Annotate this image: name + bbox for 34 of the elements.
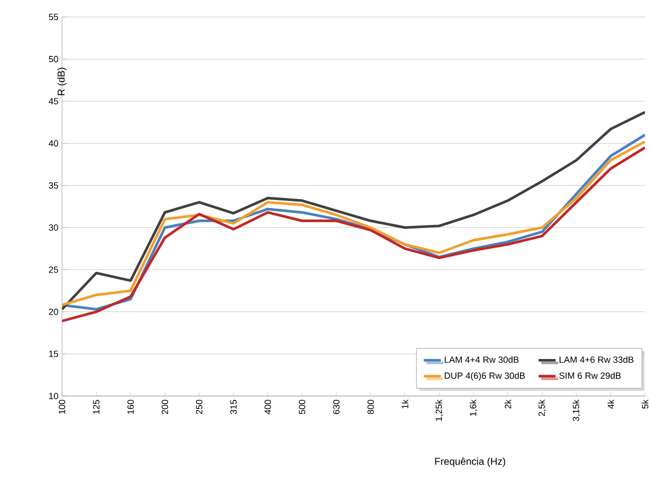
y-tick-label: 25 — [48, 266, 58, 273]
y-tick-label: 20 — [48, 308, 58, 315]
x-tick-label: 4k — [607, 400, 614, 409]
x-tick-label: 1,25k — [435, 400, 444, 421]
x-tick-label: 2,5k — [538, 400, 546, 416]
y-tick-label: 50 — [48, 56, 58, 62]
y-tick-label: 15 — [49, 350, 58, 358]
x-tick-label: 100 — [58, 400, 66, 414]
x-tick-label: 400 — [264, 400, 271, 414]
y-tick-label: 45 — [48, 98, 58, 104]
x-tick-label: 200 — [162, 400, 168, 414]
y-tick-label: 55 — [48, 14, 58, 20]
y-tick-label: 40 — [48, 140, 58, 147]
x-tick-label: 250 — [196, 400, 202, 414]
legend-label: LAM 4+6 Rw 33dB — [560, 356, 634, 363]
x-tick-label: 125 — [93, 400, 100, 414]
x-tick-label: 1,6k — [470, 400, 478, 416]
legend-label: LAM 4+4 Rw 30dB — [444, 356, 519, 363]
x-tick-label: 500 — [298, 400, 306, 414]
x-tick-label: 1k — [402, 400, 408, 408]
x-axis-title: Frequência (Hz) — [435, 458, 506, 467]
y-tick-label: 30 — [48, 224, 58, 231]
x-tick-label: 2k — [504, 400, 512, 409]
x-tick-label: 630 — [333, 400, 340, 414]
x-tick-label: 3,15k — [572, 400, 580, 422]
x-tick-label: 800 — [367, 400, 374, 414]
legend-label: SIM 6 Rw 29dB — [559, 372, 621, 379]
y-tick-label: 10 — [49, 392, 58, 400]
x-tick-label: 315 — [230, 400, 237, 414]
x-tick-label: 160 — [127, 400, 134, 414]
legend-label: DUP 4(6)6 Rw 30dB — [444, 372, 525, 381]
y-axis-title: R (dB) — [57, 68, 67, 96]
x-tick-label: 5k — [642, 400, 648, 409]
y-tick-label: 35 — [48, 182, 58, 189]
